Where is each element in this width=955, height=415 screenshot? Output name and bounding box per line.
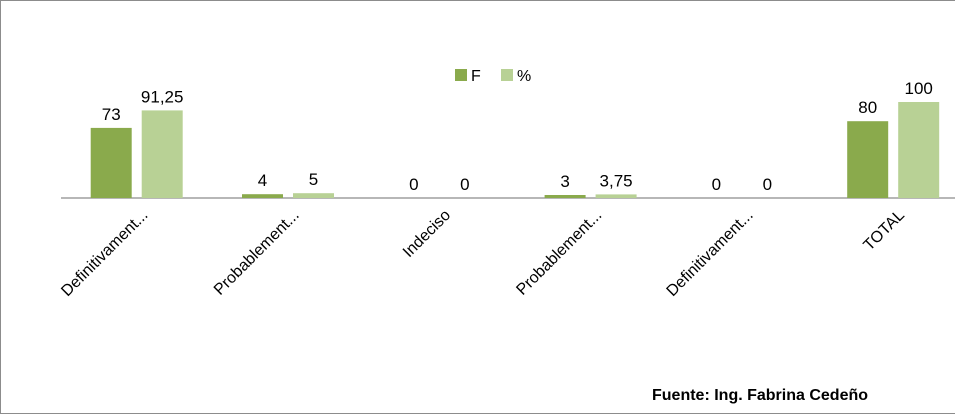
data-label-f-3: 3 bbox=[560, 172, 569, 191]
data-label-f-4: 0 bbox=[712, 175, 721, 194]
bar-pct-3 bbox=[595, 194, 637, 198]
bar-pct-1 bbox=[293, 193, 334, 198]
data-label-pct-3: 3,75 bbox=[600, 171, 633, 190]
category-label-4: Definitivament... bbox=[664, 207, 757, 300]
bar-pct-0 bbox=[141, 110, 183, 198]
data-label-pct-5: 100 bbox=[905, 79, 933, 98]
bar-f-3 bbox=[544, 195, 586, 198]
data-label-pct-4: 0 bbox=[763, 175, 772, 194]
category-label-3: Probablement... bbox=[513, 207, 605, 299]
category-label-0: Definitivament... bbox=[58, 207, 151, 300]
category-label-1: Probablement... bbox=[211, 207, 303, 299]
category-label-2: Indeciso bbox=[400, 207, 454, 261]
bar-pct-5 bbox=[898, 102, 940, 198]
data-label-f-2: 0 bbox=[409, 175, 418, 194]
data-label-pct-2: 0 bbox=[460, 175, 469, 194]
data-label-f-1: 4 bbox=[258, 171, 267, 190]
category-label-5: TOTAL bbox=[861, 207, 909, 255]
bar-f-1 bbox=[242, 194, 283, 198]
legend-swatch-f bbox=[455, 69, 467, 81]
legend-label-f: F bbox=[471, 68, 481, 85]
legend-swatch-pct bbox=[501, 69, 513, 81]
data-label-f-0: 73 bbox=[102, 105, 121, 124]
bar-f-0 bbox=[90, 127, 132, 198]
data-label-f-5: 80 bbox=[858, 98, 877, 117]
legend-label-pct: % bbox=[517, 68, 531, 85]
data-label-pct-1: 5 bbox=[309, 170, 318, 189]
bar-f-5 bbox=[847, 121, 889, 198]
source-note: Fuente: Ing. Fabrina Cedeño bbox=[652, 387, 869, 404]
data-label-pct-0: 91,25 bbox=[141, 87, 184, 106]
